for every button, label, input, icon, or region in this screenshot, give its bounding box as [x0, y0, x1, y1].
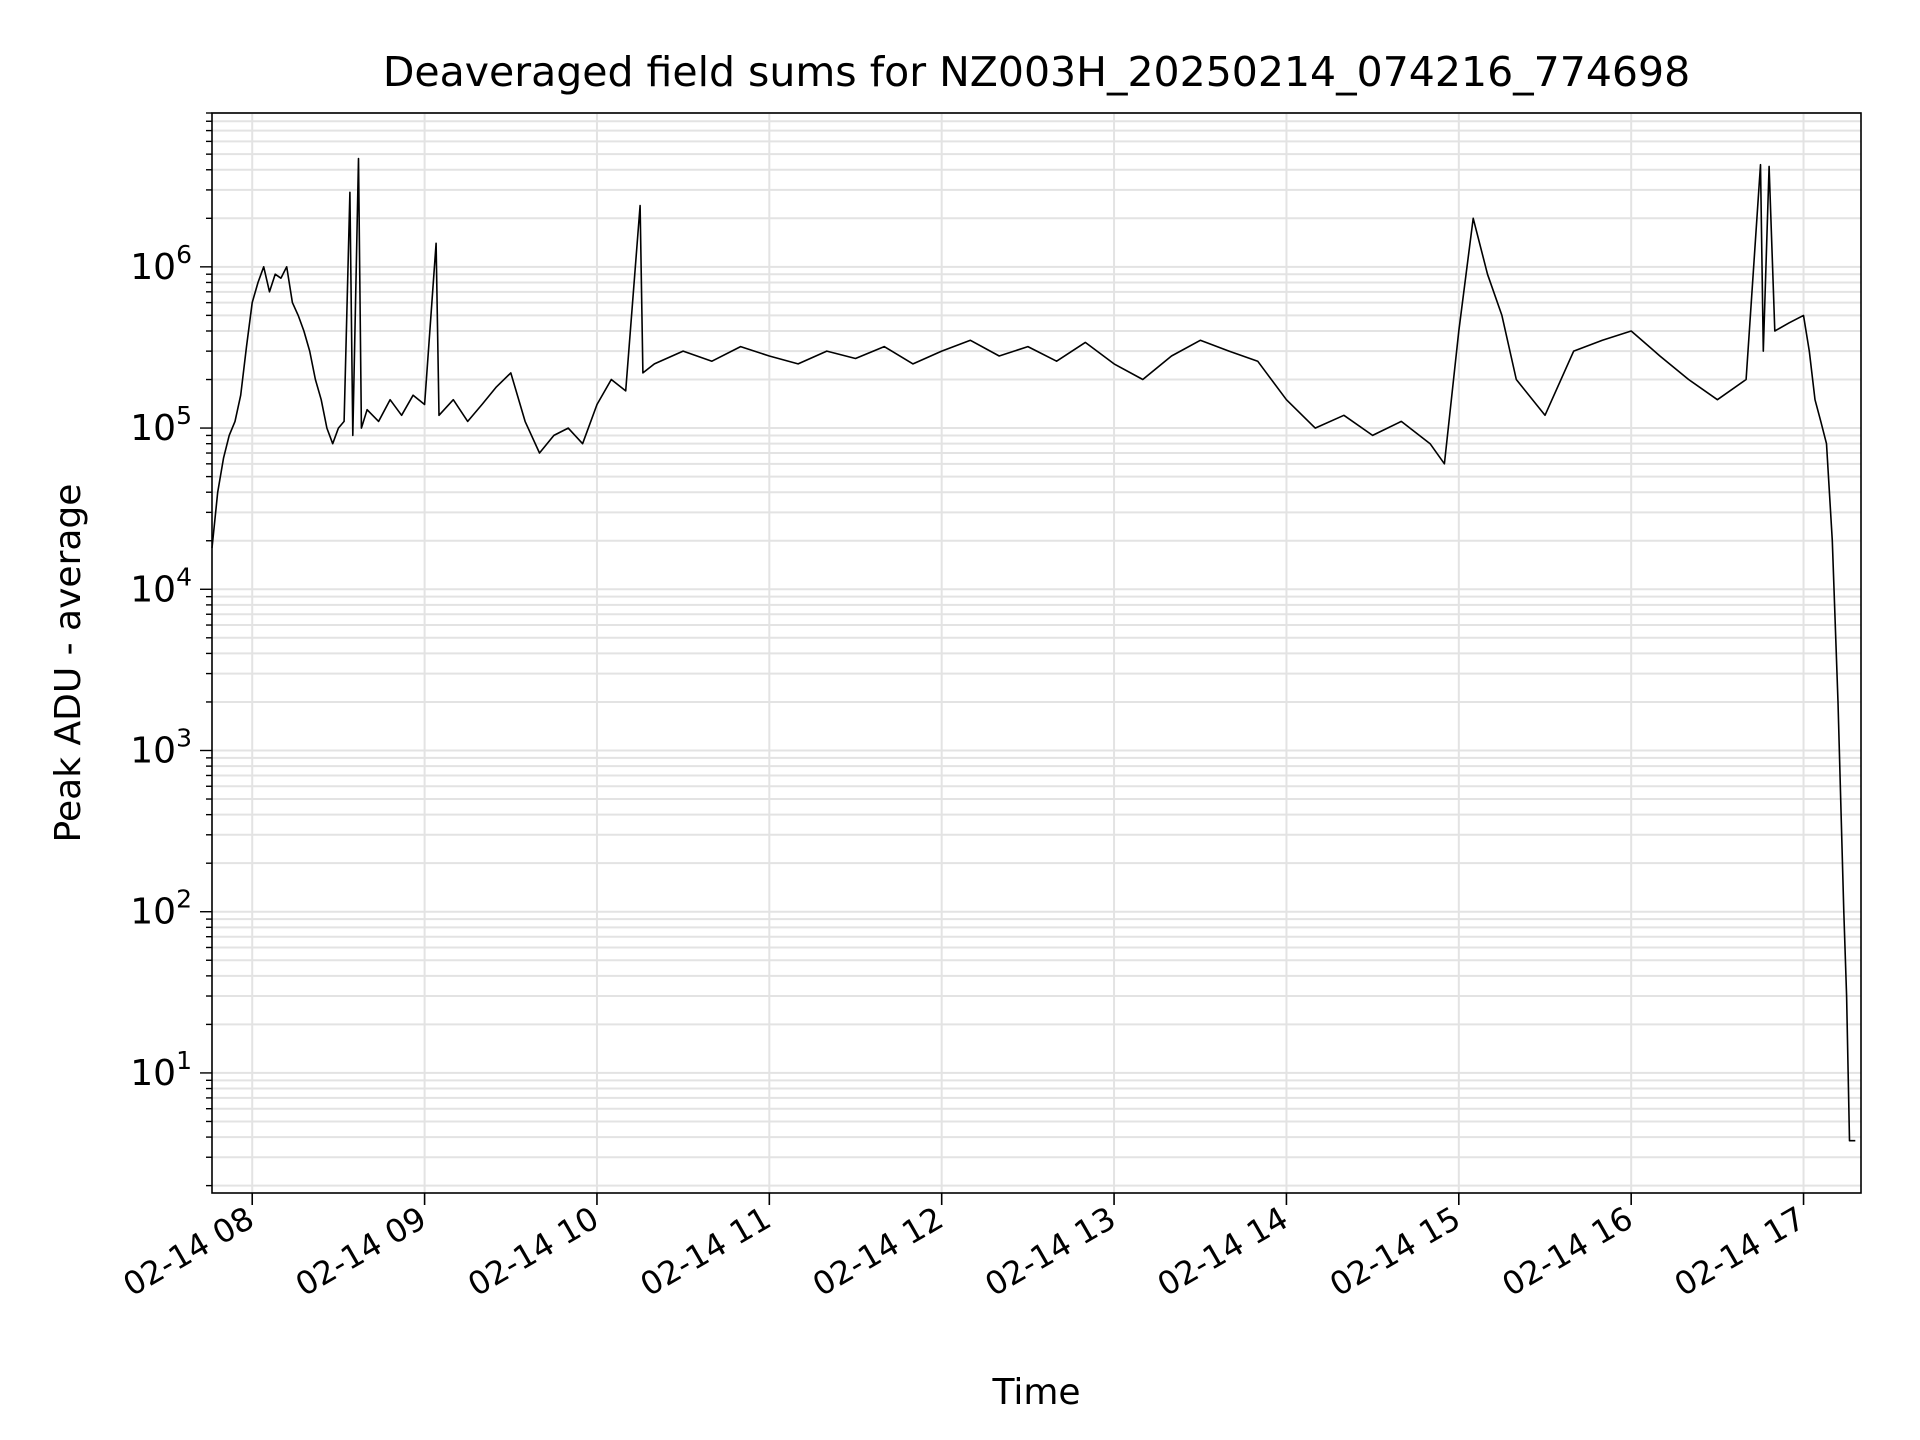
- series-line: [211, 157, 1856, 1142]
- y-tick-label: 105: [130, 401, 192, 449]
- y-tick-label: 101: [130, 1046, 192, 1094]
- series-group: [211, 157, 1856, 1142]
- y-tick-label: 104: [130, 562, 192, 610]
- y-tick-label: 106: [130, 240, 192, 288]
- y-axis-label: Peak ADU - average: [48, 484, 89, 843]
- y-tick-label: 102: [130, 885, 192, 933]
- x-axis-label: Time: [991, 1372, 1080, 1413]
- chart-title: Deaveraged field sums for NZ003H_2025021…: [383, 48, 1690, 96]
- y-tick-label: 103: [130, 723, 192, 771]
